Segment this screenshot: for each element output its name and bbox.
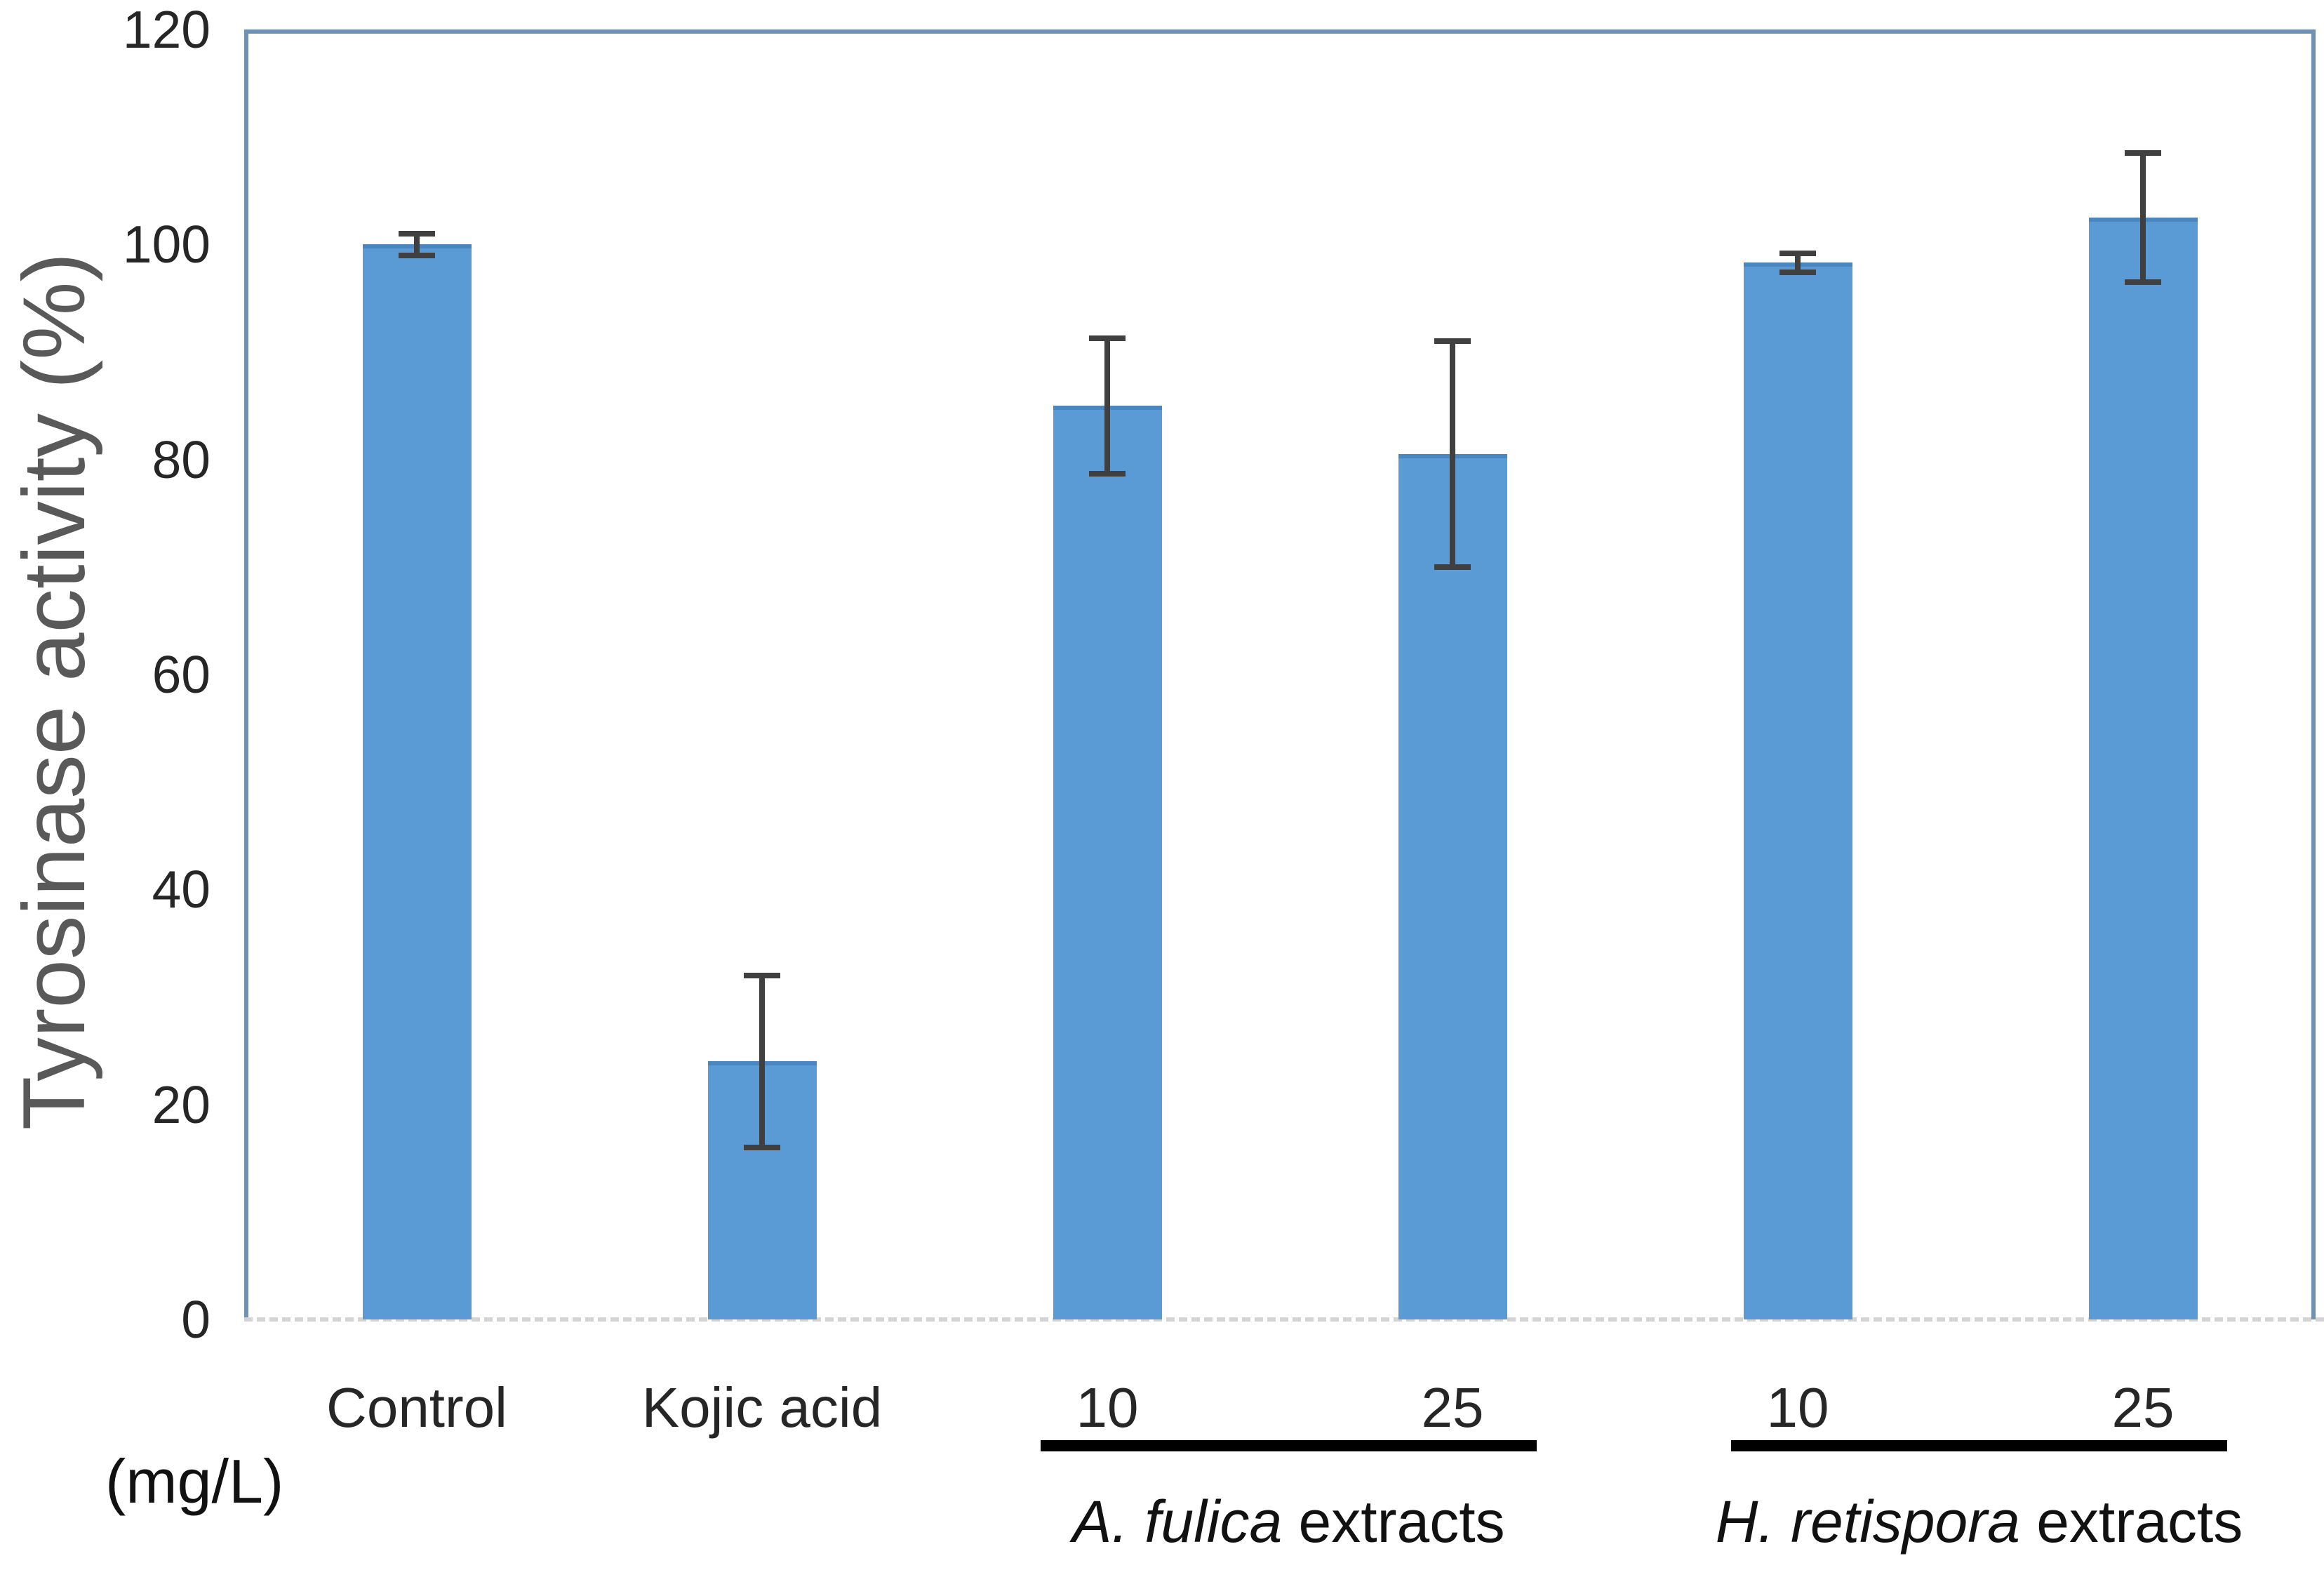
bar [2088, 218, 2198, 1319]
group-label: H. retispora extracts [1488, 1488, 2324, 1555]
group-label-species: A. fulica [1072, 1489, 1283, 1555]
x-axis-baseline [244, 1317, 2324, 1322]
error-bar-line [759, 975, 765, 1147]
error-bar-cap-top [1089, 335, 1126, 341]
error-bar-line [1450, 341, 1455, 567]
error-bar-cap-bottom [1434, 564, 1471, 570]
y-tick-label: 0 [181, 1290, 211, 1349]
bar [1398, 454, 1507, 1319]
error-bar-cap-bottom [399, 252, 435, 258]
group-label-rest: extracts [2019, 1489, 2243, 1555]
y-tick-label: 120 [122, 0, 211, 59]
x-category-label: Control [326, 1376, 507, 1439]
error-bar-line [1104, 338, 1110, 474]
group-label-species: H. retispora [1715, 1489, 2020, 1555]
x-category-label: Kojic acid [641, 1376, 883, 1439]
error-bar-cap-top [1779, 250, 1816, 256]
x-category-label: 10 [1766, 1376, 1829, 1439]
y-tick-label: 80 [152, 430, 211, 489]
plot-area [244, 29, 2324, 1322]
group-underline [1041, 1440, 1537, 1451]
group-label-rest: extracts [1282, 1489, 1505, 1555]
error-bar-line [414, 234, 420, 255]
y-tick-label: 100 [122, 215, 211, 274]
error-bar-cap-top [399, 231, 435, 237]
error-bar-line [2140, 153, 2146, 282]
error-bar-cap-top [2125, 150, 2161, 157]
error-bar-cap-bottom [2125, 279, 2161, 285]
x-category-label: 10 [1076, 1376, 1139, 1439]
x-category-label: 25 [1421, 1376, 1484, 1439]
error-bar-cap-bottom [1089, 470, 1126, 477]
x-axis-units-label: (mg/L) [105, 1446, 284, 1516]
x-category-label: 25 [2111, 1376, 2175, 1439]
group-label: A. fulica extracts [798, 1488, 1780, 1555]
bar [362, 244, 472, 1319]
y-tick-label: 60 [152, 645, 211, 704]
y-tick-label: 20 [152, 1075, 211, 1134]
error-bar-cap-bottom [744, 1144, 780, 1150]
error-bar-cap-bottom [1779, 270, 1816, 276]
group-underline [1731, 1440, 2227, 1451]
error-bar-cap-top [744, 972, 780, 978]
y-tick-label: 40 [152, 860, 211, 919]
bar [1743, 262, 1852, 1319]
error-bar-cap-top [1434, 338, 1471, 345]
error-bar-line [1795, 253, 1801, 273]
bar [1053, 406, 1162, 1319]
